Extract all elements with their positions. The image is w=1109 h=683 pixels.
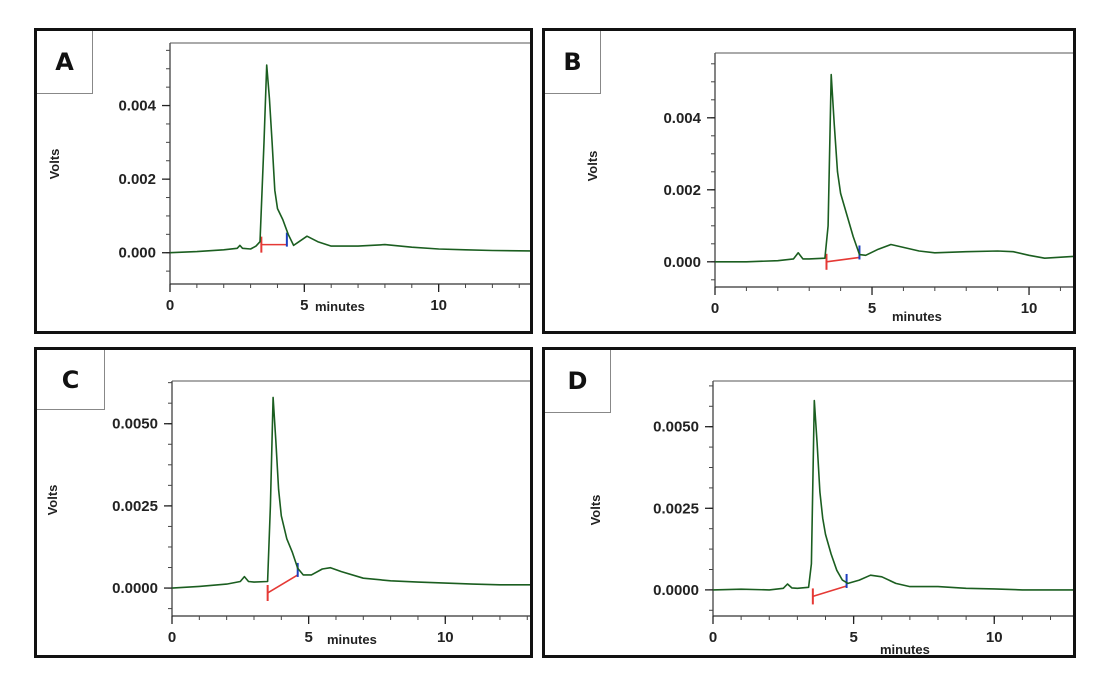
y-axis-title: Volts [45,485,60,516]
x-tick-label: 10 [437,629,454,646]
y-tick-label: 0.000 [118,245,156,262]
x-tick-label: 5 [849,629,857,646]
x-tick-label: 0 [709,629,717,646]
x-axis-title: minutes [892,309,942,324]
panel-label-b: B [545,31,601,94]
y-axis-title: Volts [588,495,603,526]
integration-baseline [826,256,860,263]
y-tick-label: 0.004 [663,110,701,127]
y-tick-label: 0.0050 [112,416,158,433]
y-axis-title: Volts [585,151,600,182]
y-tick-label: 0.0000 [653,582,699,599]
chart-panel-c: 0.0000 0.0025 0.0050 0 5 10 minutes Volts C [34,347,533,658]
chromatogram-plot-a: 0.000 0.002 0.004 0 5 10 minutes Volts [47,42,530,314]
chart-panel-b: 0.000 0.002 0.004 0 5 10 minutes Volts B [542,28,1076,334]
x-tick-label: 10 [1021,300,1038,317]
panel-label-c: C [37,350,105,410]
chromatogram-plot-b: 0.000 0.002 0.004 0 5 10 minutes Volts [585,52,1073,324]
x-tick-label: 10 [986,629,1003,646]
panel-label-a: A [37,31,93,94]
x-tick-label: 5 [868,300,876,317]
chromatogram-trace [171,396,530,589]
x-tick-label: 5 [304,629,312,646]
y-tick-label: 0.0025 [112,498,158,515]
chromatogram-plot-d: 0.0000 0.0025 0.0050 0 5 10 minutes Volts [588,380,1073,655]
y-tick-label: 0.002 [663,182,701,199]
y-tick-label: 0.004 [118,98,156,115]
chromatogram-trace [169,64,530,254]
chromatogram-trace [712,399,1073,591]
x-axis-title: minutes [880,642,930,655]
y-tick-label: 0.0000 [112,580,158,597]
x-tick-label: 0 [166,297,174,314]
x-tick-label: 10 [430,297,447,314]
y-tick-label: 0.0050 [653,419,699,436]
integration-baseline [812,585,847,598]
x-axis-title: minutes [315,299,365,314]
x-tick-label: 0 [711,300,719,317]
chromatogram-plot-c: 0.0000 0.0025 0.0050 0 5 10 minutes Volts [45,380,530,647]
y-axis-title: Volts [47,149,62,180]
chromatogram-trace [715,73,1073,263]
panel-label-d: D [545,350,611,413]
x-axis-title: minutes [327,632,377,647]
y-tick-label: 0.002 [118,171,156,188]
x-tick-label: 0 [168,629,176,646]
integration-baseline [267,574,299,594]
y-tick-label: 0.0025 [653,500,699,517]
y-tick-label: 0.000 [663,254,701,271]
chart-panel-a: 0.000 0.002 0.004 0 5 10 minutes Volts A [34,28,533,334]
x-tick-label: 5 [300,297,308,314]
chart-panel-d: 0.0000 0.0025 0.0050 0 5 10 minutes Volts D [542,347,1076,658]
